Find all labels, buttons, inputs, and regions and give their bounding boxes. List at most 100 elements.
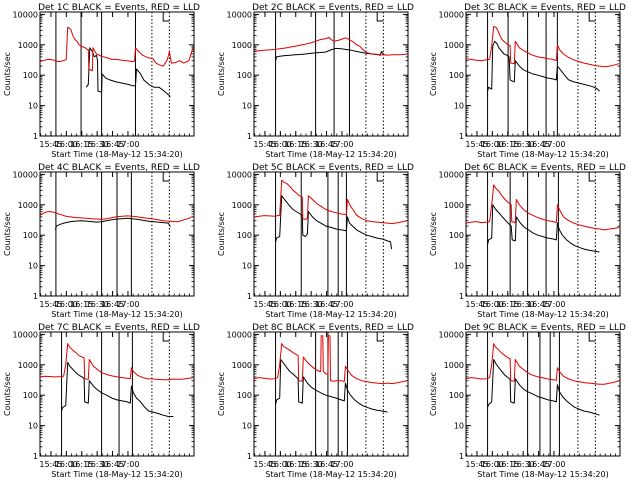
x-tick-label: 16:45 — [101, 140, 124, 149]
lld-series-line — [39, 343, 194, 381]
lld-series-line — [253, 36, 408, 56]
y-axis-label: Counts/sec — [429, 212, 438, 256]
x-tick-label: 16:30 — [300, 140, 323, 149]
detector-panel-6: Det 6C BLACK = Events, RED = LLD 1 10 100 10… — [429, 163, 626, 319]
y-tick-label: 10000 — [13, 330, 38, 339]
x-tick-label: 16:15 — [496, 300, 519, 309]
x-tick-label: 17:00 — [330, 460, 353, 469]
y-tick-label: 1 — [459, 132, 464, 141]
y-tick-label: 10 — [242, 262, 252, 271]
x-tick-label: 16:15 — [70, 460, 93, 469]
x-tick-label: 15:45 — [39, 460, 62, 469]
x-axis-label: Start Time (18-May-12 15:34:20) — [265, 470, 396, 479]
lld-series-line — [39, 211, 194, 223]
x-tick-label: 15:45 — [465, 140, 488, 149]
y-tick-label: 10000 — [13, 10, 38, 19]
x-tick-label: 17:00 — [116, 300, 139, 309]
x-axis-label: Start Time (18-May-12 15:34:20) — [265, 310, 396, 319]
y-tick-label: 10000 — [439, 170, 464, 179]
detector-panel-4: Det 4C BLACK = Events, RED = LLD 1 10 100 10… — [3, 163, 200, 319]
panel-title: Det 2C BLACK = Events, RED = LLD — [252, 3, 414, 13]
top-bracket-marker — [162, 332, 170, 342]
plot-frame — [465, 171, 621, 297]
x-tick-label: 16:30 — [512, 300, 535, 309]
y-tick-label: 10 — [454, 422, 464, 431]
y-tick-label: 1 — [33, 132, 38, 141]
y-tick-label: 1 — [247, 132, 252, 141]
panel-title: Det 3C BLACK = Events, RED = LLD — [464, 3, 626, 13]
x-axis-label: Start Time (18-May-12 15:34:20) — [51, 310, 182, 319]
x-tick-label: 15:45 — [39, 140, 62, 149]
y-tick-label: 10000 — [13, 170, 38, 179]
x-tick-label: 16:00 — [269, 460, 292, 469]
events-series-line — [275, 359, 388, 413]
y-axis-label: Counts/sec — [217, 52, 226, 96]
x-axis-label: Start Time (18-May-12 15:34:20) — [477, 310, 608, 319]
y-tick-label: 100 — [237, 391, 252, 400]
lld-series-line — [465, 343, 620, 385]
x-tick-label: 16:00 — [55, 460, 78, 469]
y-tick-label: 1000 — [232, 361, 252, 370]
events-series-line — [85, 47, 171, 97]
y-tick-label: 1 — [247, 292, 252, 301]
x-tick-label: 15:45 — [465, 460, 488, 469]
y-tick-label: 10000 — [227, 170, 252, 179]
x-tick-label: 16:45 — [527, 300, 550, 309]
y-tick-label: 100 — [449, 71, 464, 80]
lld-series-line — [253, 179, 408, 225]
y-tick-label: 10000 — [227, 330, 252, 339]
y-axis-label: Counts/sec — [3, 212, 12, 256]
y-tick-label: 1 — [459, 452, 464, 461]
x-tick-label: 16:15 — [70, 140, 93, 149]
y-axis-label: Counts/sec — [429, 52, 438, 96]
x-tick-label: 17:00 — [330, 300, 353, 309]
y-tick-label: 1 — [459, 292, 464, 301]
plot-frame — [253, 171, 409, 297]
lld-series-line — [39, 26, 194, 72]
events-series-line — [275, 47, 385, 61]
x-tick-label: 17:00 — [542, 300, 565, 309]
y-tick-label: 1 — [33, 292, 38, 301]
y-tick-label: 100 — [23, 391, 38, 400]
x-tick-label: 16:30 — [86, 140, 109, 149]
y-tick-label: 1000 — [444, 361, 464, 370]
top-bracket-marker — [588, 332, 596, 342]
x-tick-label: 16:15 — [70, 300, 93, 309]
x-tick-label: 16:45 — [315, 140, 338, 149]
x-tick-label: 16:30 — [512, 140, 535, 149]
y-axis-label: Counts/sec — [217, 212, 226, 256]
y-tick-label: 1000 — [444, 201, 464, 210]
events-series-line — [275, 195, 393, 250]
detector-panel-3: Det 3C BLACK = Events, RED = LLD 1 10 100 10… — [429, 3, 626, 159]
y-axis-label: Counts/sec — [3, 372, 12, 416]
detector-panel-1: Det 1C BLACK = Events, RED = LLD 1 10 100 10… — [3, 3, 200, 159]
y-tick-label: 10 — [28, 422, 38, 431]
y-tick-label: 1000 — [232, 201, 252, 210]
x-tick-label: 16:00 — [481, 300, 504, 309]
x-axis-label: Start Time (18-May-12 15:34:20) — [477, 470, 608, 479]
y-tick-label: 10 — [242, 102, 252, 111]
x-tick-label: 16:45 — [315, 300, 338, 309]
x-tick-label: 16:00 — [269, 140, 292, 149]
detector-panel-8: Det 8C BLACK = Events, RED = LLD 1 10 100 10… — [217, 323, 414, 479]
x-tick-label: 15:45 — [253, 140, 276, 149]
x-tick-label: 16:30 — [300, 460, 323, 469]
x-tick-label: 17:00 — [116, 140, 139, 149]
detector-panel-2: Det 2C BLACK = Events, RED = LLD 1 10 100 10… — [217, 3, 414, 159]
x-tick-label: 17:00 — [542, 460, 565, 469]
plot-frame — [39, 11, 195, 137]
x-tick-label: 15:45 — [39, 300, 62, 309]
x-axis-label: Start Time (18-May-12 15:34:20) — [477, 150, 608, 159]
y-tick-label: 10000 — [439, 330, 464, 339]
x-tick-label: 16:00 — [269, 300, 292, 309]
x-tick-label: 16:45 — [527, 140, 550, 149]
x-tick-label: 16:30 — [512, 460, 535, 469]
plot-frame — [465, 11, 621, 137]
x-tick-label: 16:15 — [284, 300, 307, 309]
x-tick-label: 16:30 — [86, 300, 109, 309]
plot-frame — [465, 331, 621, 457]
x-tick-label: 16:15 — [284, 140, 307, 149]
y-axis-label: Counts/sec — [217, 372, 226, 416]
events-series-line — [54, 217, 171, 231]
y-tick-label: 1000 — [18, 41, 38, 50]
